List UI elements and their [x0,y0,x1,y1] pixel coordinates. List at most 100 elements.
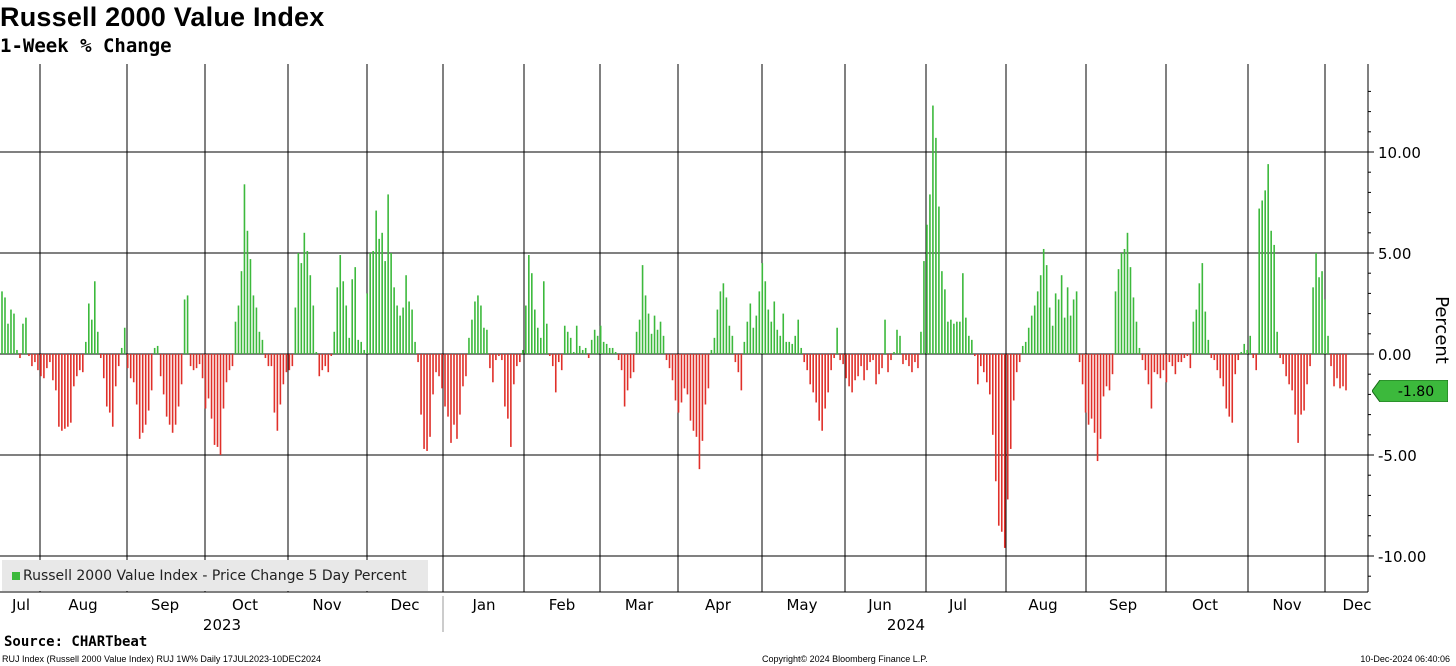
bar [417,354,419,363]
bar [1219,354,1222,379]
bar [698,354,701,470]
bar [96,331,99,354]
bar [968,335,970,354]
bar [342,281,345,354]
bar [519,354,521,363]
bar [824,354,826,409]
bar [1330,354,1332,367]
bar [471,319,473,354]
bar [659,321,662,354]
last-value-label: -1.80 [1398,384,1434,400]
bar [770,321,773,354]
bar [240,271,243,354]
bar [1336,354,1338,379]
bar [994,354,997,482]
bar [1180,354,1183,363]
bar [548,354,551,357]
bar [959,321,961,354]
bar [572,351,575,354]
bar [626,354,629,391]
bar [653,315,656,354]
bar [237,305,240,354]
y-tick-label: -5.00 [1378,447,1417,465]
bar [1225,354,1228,409]
legend: Russell 2000 Value Index - Price Change … [2,560,428,591]
bar [1171,354,1174,367]
bar [525,305,527,354]
bar [49,354,51,363]
chart-title: Russell 2000 Value Index [0,2,325,32]
bar [857,354,859,377]
bar [779,335,782,354]
bar [1198,283,1201,354]
bar [216,354,219,447]
bar [132,354,135,383]
bar [64,354,66,429]
bar [1288,354,1290,385]
bar [366,293,368,354]
bar [914,354,916,363]
bar [477,295,479,354]
bar [111,354,114,427]
grid-lines [0,64,1369,593]
x-month-label: Mar [625,596,654,614]
bar [1177,354,1180,363]
bar [1117,269,1120,354]
bar [321,354,324,371]
bar [336,287,339,354]
bar [531,273,533,354]
bar [372,250,374,354]
x-month-label: Jan [471,596,495,614]
bar [764,281,767,354]
bar [1195,309,1198,354]
bar [126,354,129,369]
bar [1303,354,1305,411]
bar [1,291,3,354]
bar [833,354,835,359]
bar [1075,291,1078,354]
bar [411,309,413,354]
bar [180,354,183,385]
bar [279,354,282,405]
bar [222,354,225,409]
bar [1339,354,1341,389]
bar [1270,230,1272,354]
bar [276,354,279,431]
bar [647,313,650,354]
bar [255,307,258,354]
bar [809,354,811,385]
bar [997,354,1000,526]
bar [1081,354,1084,385]
bar [1261,200,1263,354]
bar [73,354,75,387]
bar [983,354,985,373]
bar [1267,164,1269,354]
x-year-label: 2024 [887,616,925,634]
legend-swatch [12,571,20,580]
bar [189,354,192,367]
bar [288,354,291,371]
bar [31,354,33,367]
bar [1084,354,1087,413]
bar [153,347,156,354]
bar [243,184,246,354]
bar [183,299,186,354]
bar [743,341,746,354]
bar [782,313,785,354]
bar [345,305,348,354]
bar [186,295,189,354]
bar [108,354,111,413]
bar [1045,265,1048,354]
bar [408,301,410,354]
bar [444,354,446,407]
bar [974,354,976,357]
bar [845,354,847,379]
bar [282,354,285,385]
bar [776,329,779,354]
bar [788,341,791,354]
bar [22,323,24,354]
bar [962,273,964,354]
bar [1087,354,1090,425]
bar [1282,354,1284,365]
bar [767,309,770,354]
